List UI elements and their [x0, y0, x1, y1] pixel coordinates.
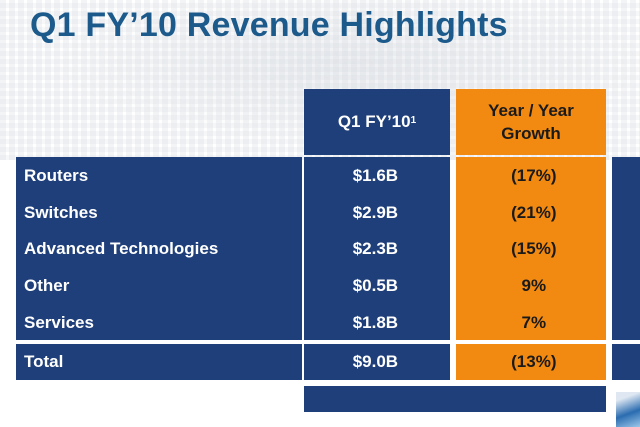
- row-value: $2.3B: [352, 239, 399, 258]
- table-row: Advanced Technologies $2.3B (15%): [16, 231, 606, 267]
- total-value-panel: [304, 344, 450, 380]
- column-header-growth-line1: Year / Year: [488, 101, 574, 120]
- column-header-growth: Year / Year Growth: [456, 89, 606, 155]
- row-growth: (21%): [511, 203, 557, 222]
- column-header-q1: Q1 FY’10 1: [304, 89, 450, 155]
- row-growth: 7%: [521, 313, 547, 332]
- row-growth: 9%: [521, 276, 547, 295]
- value-column-panel: [304, 157, 450, 340]
- total-growth-panel: [456, 344, 606, 380]
- label-column-panel: [16, 157, 302, 340]
- column-header-growth-line2: Growth: [501, 124, 561, 143]
- row-label: Routers: [24, 166, 89, 185]
- total-growth: (13%): [511, 352, 557, 371]
- row-growth: (15%): [511, 239, 557, 258]
- row-value: $1.8B: [352, 313, 399, 332]
- row-label: Advanced Technologies: [24, 239, 219, 258]
- row-label: Other: [24, 276, 70, 295]
- row-value: $2.9B: [352, 203, 399, 222]
- row-label: Switches: [24, 203, 98, 222]
- table-row: Switches $2.9B (21%): [16, 195, 606, 231]
- footer-bar: [304, 386, 606, 412]
- growth-column-panel: [456, 157, 606, 340]
- footnote-marker: 1: [410, 114, 417, 126]
- table-row: Routers $1.6B (17%): [16, 158, 606, 194]
- row-value: $0.5B: [352, 276, 399, 295]
- right-edge-panel: [612, 157, 640, 340]
- table-row: Other $0.5B 9%: [16, 268, 606, 304]
- column-header-q1-label: Q1 FY’10: [337, 112, 411, 131]
- total-label-panel: [16, 344, 302, 380]
- row-growth: (17%): [511, 166, 557, 185]
- row-value: $1.6B: [352, 166, 399, 185]
- total-value: $9.0B: [352, 352, 399, 371]
- table-row: Services $1.8B 7%: [16, 305, 606, 341]
- row-label: Services: [24, 313, 94, 332]
- corner-accent-graphic: [616, 392, 640, 427]
- total-right-edge-panel: [612, 344, 640, 380]
- total-label: Total: [24, 352, 64, 371]
- total-row: Total $9.0B (13%): [16, 344, 606, 380]
- slide-title: Q1 FY’10 Revenue Highlights: [30, 6, 508, 44]
